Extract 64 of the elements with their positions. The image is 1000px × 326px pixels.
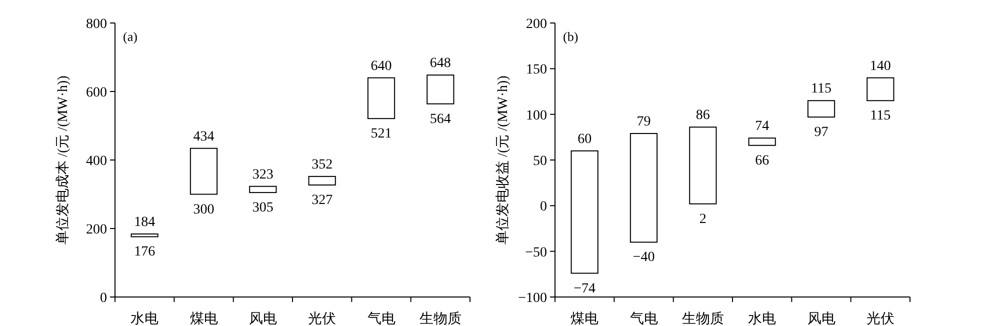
- x-tick-label: 气电: [367, 311, 396, 326]
- x-tick-label: 水电: [748, 311, 776, 326]
- y-tick-label: 0: [540, 200, 547, 215]
- bar: [249, 186, 277, 194]
- annotation: 79: [636, 114, 651, 130]
- y-tick-label: 150: [526, 62, 547, 78]
- bar: [807, 100, 836, 118]
- annotation: 74: [755, 119, 770, 134]
- y-tick-label: 600: [86, 86, 107, 100]
- x-tick-label: 煤电: [190, 311, 218, 326]
- y-tick-label: 400: [86, 154, 107, 169]
- bar: [689, 126, 717, 204]
- bar: [130, 233, 158, 238]
- annotation: 521: [370, 126, 392, 142]
- annotation: 60: [578, 132, 592, 147]
- annotation: −74: [574, 281, 596, 296]
- x-tick-label: 生物质: [419, 311, 462, 326]
- x-tick-label: 煤电: [570, 311, 599, 326]
- annotation: 115: [870, 108, 891, 124]
- annotation: 640: [370, 58, 392, 74]
- y-tick-label: 200: [86, 222, 107, 238]
- annotation: 300: [193, 202, 214, 218]
- y-tick-label: −50: [525, 245, 547, 260]
- x-tick-label: 风电: [248, 311, 277, 326]
- annotation: −40: [632, 250, 655, 266]
- annotation: (b): [563, 29, 578, 44]
- annotation: 352: [312, 157, 333, 172]
- y-tick-label: 50: [533, 154, 547, 169]
- bar: [190, 148, 218, 195]
- bar: [426, 74, 454, 104]
- y-axis-title: 单位发电收益 /(元 /(MW·h)): [495, 75, 511, 244]
- annotation: 86: [696, 108, 710, 124]
- annotation: 184: [134, 214, 156, 230]
- y-tick-label: −100: [518, 291, 547, 306]
- annotation: 434: [193, 129, 214, 144]
- annotation: 327: [312, 193, 333, 208]
- bar: [748, 138, 776, 146]
- annotation: 66: [755, 153, 770, 168]
- y-tick-label: 0: [100, 291, 107, 306]
- annotation: (a): [123, 29, 138, 44]
- y-axis-title: 单位发电成本 /(元 /(MW·h)): [55, 75, 71, 244]
- y-tick-label: 200: [526, 17, 547, 32]
- y-tick-label: 800: [86, 17, 107, 32]
- annotation: 97: [814, 125, 828, 140]
- annotation: 323: [252, 167, 274, 182]
- bar: [308, 176, 336, 186]
- x-tick-label: 风电: [807, 311, 836, 326]
- x-tick-label: 光伏: [308, 311, 336, 326]
- x-tick-label: 气电: [630, 311, 658, 326]
- bar: [630, 133, 658, 243]
- x-tick-label: 水电: [130, 311, 159, 326]
- bar: [570, 150, 598, 274]
- annotation: 176: [134, 244, 156, 260]
- y-tick-label: 100: [526, 108, 547, 124]
- annotation: 115: [811, 82, 832, 97]
- annotation: 140: [870, 58, 891, 74]
- annotation: 648: [430, 56, 451, 72]
- annotation: 564: [430, 112, 451, 127]
- x-tick-label: 生物质: [682, 311, 724, 326]
- x-tick-label: 光伏: [866, 311, 894, 326]
- bar: [367, 77, 396, 120]
- bar: [866, 77, 894, 102]
- annotation: 305: [252, 200, 274, 216]
- annotation: 2: [699, 212, 706, 227]
